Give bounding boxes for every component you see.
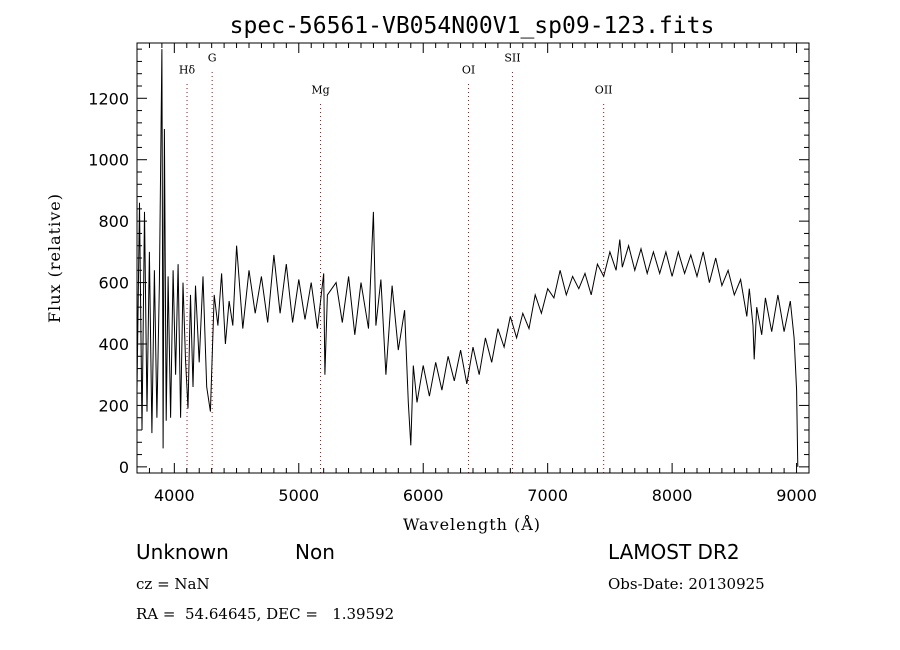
spectral-line-label: OII xyxy=(595,84,613,97)
spectral-line-label: SII xyxy=(504,51,520,64)
object-class: Unknown xyxy=(136,540,229,564)
series-layer xyxy=(136,49,799,467)
object-subclass: Non xyxy=(295,540,335,564)
y-tick-label: 600 xyxy=(98,274,129,293)
x-tick-label: 7000 xyxy=(527,486,568,505)
chart-title: spec-56561-VB054N00V1_sp09-123.fits xyxy=(230,13,715,39)
x-tick-label: 8000 xyxy=(652,486,693,505)
y-tick-label: 0 xyxy=(119,458,129,477)
y-axis-label: Flux (relative) xyxy=(45,193,64,323)
spectral-lines-layer: Hδ G Mg OI SII OII xyxy=(179,51,613,473)
coordinates: RA = 54.64645, DEC = 1.39592 xyxy=(136,605,395,623)
observation-date: Obs-Date: 20130925 xyxy=(608,575,765,593)
x-tick-label: 9000 xyxy=(776,486,817,505)
spectral-line-label: G xyxy=(208,51,217,64)
y-tick-label: 1000 xyxy=(88,151,129,170)
y-tick-label: 200 xyxy=(98,396,129,415)
y-tick-label: 400 xyxy=(98,335,129,354)
spectrum-chart: spec-56561-VB054N00V1_sp09-123.fits Hδ G M… xyxy=(45,13,817,534)
y-tick-label: 800 xyxy=(98,212,129,231)
x-tick-label: 5000 xyxy=(278,486,319,505)
y-tick-label: 1200 xyxy=(88,89,129,108)
redshift-value: cz = NaN xyxy=(136,575,210,593)
survey-name: LAMOST DR2 xyxy=(608,540,740,564)
x-tick-label: 4000 xyxy=(154,486,195,505)
spectral-line-label: Hδ xyxy=(179,64,196,77)
axis-ticks-layer: 4000 5000 6000 7000 8000 9000 0 200 400 600 800 100… xyxy=(88,43,817,505)
x-tick-label: 6000 xyxy=(403,486,444,505)
spectral-line-label: OI xyxy=(462,64,475,77)
x-axis-label: Wavelength (Å) xyxy=(403,514,541,534)
spectral-line-label: Mg xyxy=(311,84,329,97)
spectrum-series-line xyxy=(136,49,799,467)
